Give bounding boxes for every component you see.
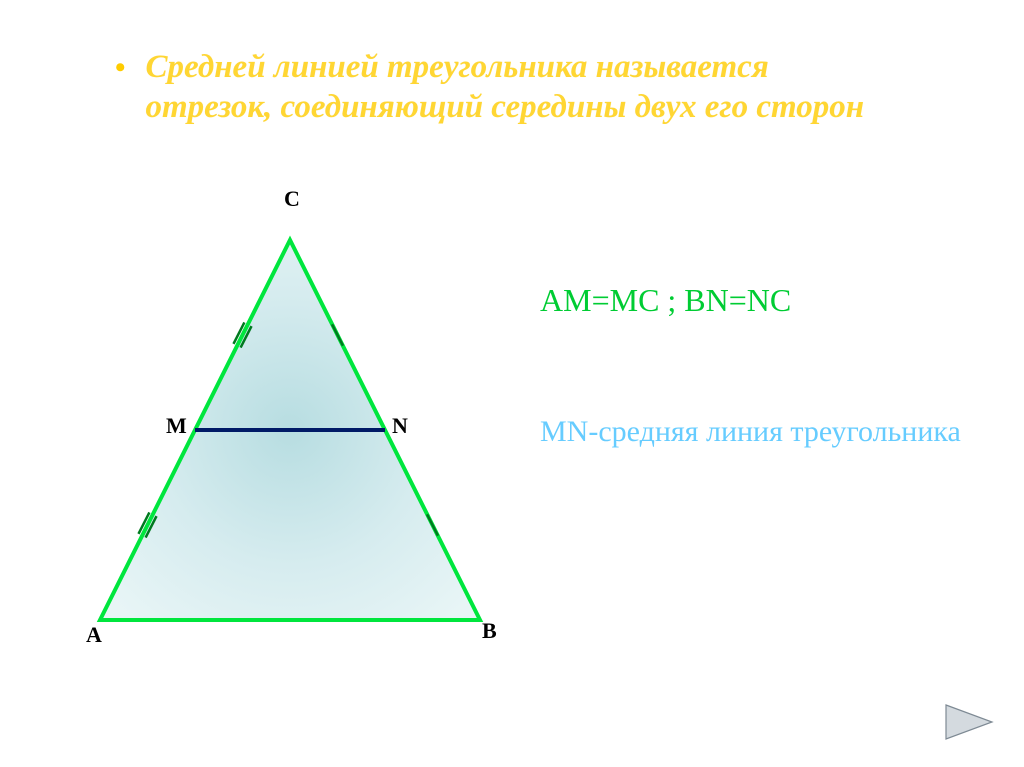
bullet-icon: • xyxy=(115,48,126,88)
next-slide-button[interactable] xyxy=(942,701,996,743)
definition-text: Средней линией треугольника называется о… xyxy=(146,48,875,127)
label-a: A xyxy=(86,622,102,648)
triangle-diagram: C A B M N xyxy=(70,210,510,650)
equality-text: AM=MC ; BN=NC xyxy=(540,282,791,319)
label-b: B xyxy=(482,618,497,644)
label-c: C xyxy=(284,186,300,212)
label-n: N xyxy=(392,413,408,439)
midline-description: MN-средняя линия треугольника xyxy=(540,403,961,460)
label-m: M xyxy=(166,413,187,439)
play-icon xyxy=(942,701,996,743)
definition-block: • Средней линией треугольника называется… xyxy=(115,48,875,127)
